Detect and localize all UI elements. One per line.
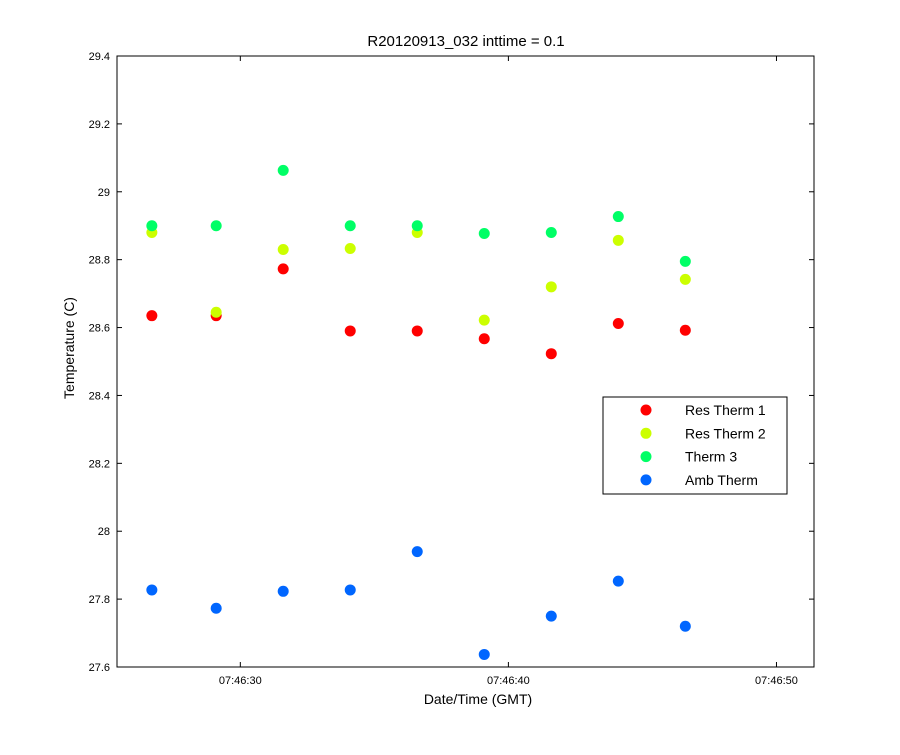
y-tick-label: 28.4	[89, 390, 110, 402]
data-point	[344, 325, 356, 337]
data-point	[478, 314, 490, 326]
data-point	[545, 348, 557, 360]
data-point	[146, 310, 158, 322]
data-point	[679, 273, 691, 285]
legend-marker	[640, 427, 652, 439]
data-point	[545, 281, 557, 293]
axes-box	[116, 55, 815, 668]
data-point	[478, 228, 490, 240]
data-point	[210, 220, 222, 232]
legend-marker	[640, 404, 652, 416]
data-point	[478, 333, 490, 345]
data-point	[277, 585, 289, 597]
plot-area: 27.6 27.8 28 28.2 28.4 28.6 28.8 29 29.2 29.4 07:…	[89, 51, 815, 687]
data-point	[679, 255, 691, 267]
x-tick-label: 07:46:40	[487, 675, 530, 687]
data-point	[344, 242, 356, 254]
legend-label: Res Therm 2	[685, 425, 766, 441]
legend-marker	[640, 451, 652, 463]
y-tick-label: 28.8	[89, 255, 110, 267]
y-tick-label: 28.6	[89, 323, 110, 335]
data-point	[344, 584, 356, 596]
data-point	[146, 584, 158, 596]
y-tick-label: 27.8	[89, 594, 110, 606]
y-tick-label: 28	[98, 526, 110, 538]
data-point	[210, 306, 222, 318]
data-point	[679, 324, 691, 336]
y-tick-label: 29.2	[89, 119, 110, 131]
data-point	[277, 243, 289, 255]
data-point	[411, 220, 423, 232]
y-tick-label: 27.6	[89, 662, 110, 674]
data-point	[411, 546, 423, 558]
data-point	[612, 211, 624, 223]
legend-items: Res Therm 1 Res Therm 2 Therm 3 Amb Therm	[640, 402, 766, 488]
data-point	[146, 220, 158, 232]
y-tick-label: 29	[98, 187, 110, 199]
data-point	[612, 317, 624, 329]
x-axis-label: Date/Time (GMT)	[424, 691, 532, 707]
legend-marker	[640, 474, 652, 486]
legend-label: Amb Therm	[685, 472, 758, 488]
data-point	[612, 234, 624, 246]
data-point	[679, 620, 691, 632]
data-point	[411, 325, 423, 337]
legend-box	[602, 396, 788, 495]
x-tick-label: 07:46:30	[219, 675, 262, 687]
data-point	[277, 164, 289, 176]
legend: Res Therm 1 Res Therm 2 Therm 3 Amb Therm	[602, 396, 788, 495]
chart-title: R20120913_032 inttime = 0.1	[367, 33, 564, 50]
data-point	[478, 648, 490, 660]
y-tick-label: 29.4	[89, 51, 110, 63]
series-amb-therm	[146, 546, 691, 660]
series-therm-3	[146, 164, 691, 267]
data-point	[277, 263, 289, 275]
data-point	[612, 575, 624, 587]
legend-label: Res Therm 1	[685, 402, 766, 418]
y-tick-label: 28.2	[89, 458, 110, 470]
series-res-therm-1	[146, 263, 691, 360]
series-res-therm-2	[146, 227, 691, 326]
data-point	[545, 610, 557, 622]
data-points	[146, 164, 691, 660]
y-axis-label: Temperature (C)	[61, 297, 77, 399]
x-axis-ticks: 07:46:30 07:46:40 07:46:50	[219, 56, 798, 687]
legend-label: Therm 3	[685, 449, 737, 465]
data-point	[545, 227, 557, 239]
x-tick-label: 07:46:50	[755, 675, 798, 687]
data-point	[210, 602, 222, 614]
data-point	[344, 220, 356, 232]
y-axis-ticks: 27.6 27.8 28 28.2 28.4 28.6 28.8 29 29.2 29.4	[89, 51, 814, 674]
